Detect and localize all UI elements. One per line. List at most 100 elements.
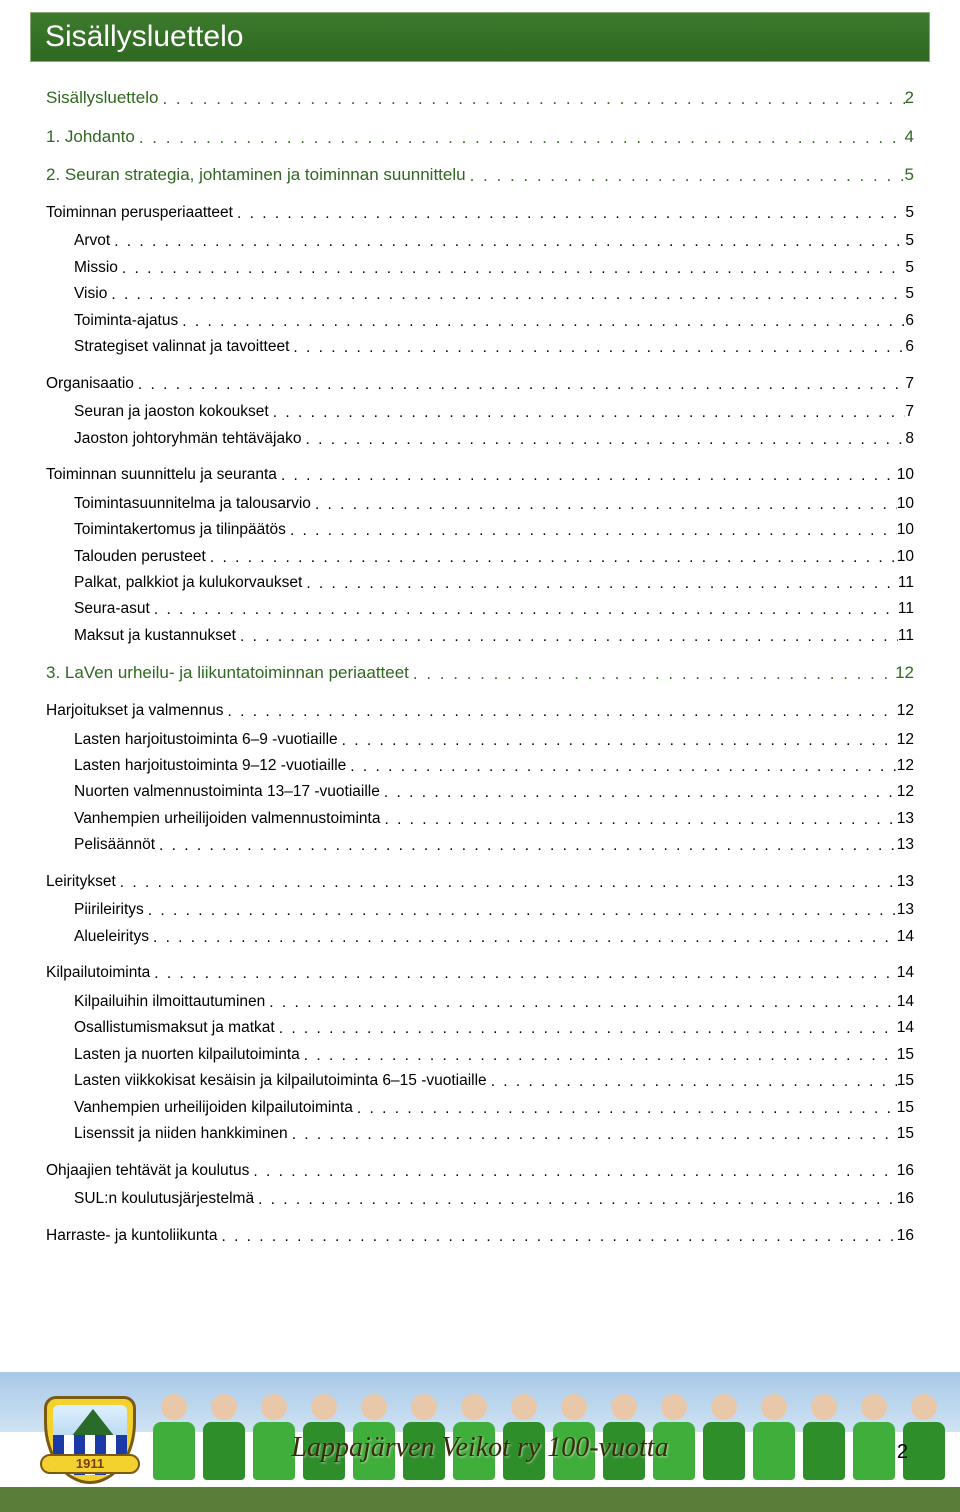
toc-entry[interactable]: Toiminnan perusperiaatteet 5 bbox=[46, 202, 914, 224]
toc-entry[interactable]: Toiminta-ajatus6 bbox=[74, 310, 914, 332]
toc-entry[interactable]: Harjoitukset ja valmennus 12 bbox=[46, 700, 914, 722]
toc-entry[interactable]: Toimintakertomus ja tilinpäätös10 bbox=[74, 519, 914, 541]
page-number: 2 bbox=[897, 1441, 908, 1464]
toc-entry[interactable]: Ohjaajien tehtävät ja koulutus16 bbox=[46, 1160, 914, 1182]
toc-label: Toiminnan perusperiaatteet bbox=[46, 202, 233, 224]
toc-label: Visio bbox=[74, 283, 107, 305]
toc-entry[interactable]: 3. LaVen urheilu- ja liikuntatoiminnan p… bbox=[46, 661, 914, 686]
toc-leader-dots bbox=[135, 126, 905, 151]
toc-page-number: 15 bbox=[897, 1097, 914, 1119]
toc-page-number: 13 bbox=[897, 899, 914, 921]
toc-label: Lasten harjoitustoiminta 9–12 -vuotiaill… bbox=[74, 755, 346, 777]
toc-label: Toiminta-ajatus bbox=[74, 310, 178, 332]
toc-entry[interactable]: Lasten harjoitustoiminta 6–9 -vuotiaille… bbox=[74, 729, 914, 751]
toc-page-number: 13 bbox=[897, 871, 914, 893]
toc-page-number: 7 bbox=[905, 401, 914, 423]
toc-entry[interactable]: Lasten viikkokisat kesäisin ja kilpailut… bbox=[74, 1070, 914, 1092]
toc-entry[interactable]: Piirileiritys 13 bbox=[74, 899, 914, 921]
toc-label: 1. Johdanto bbox=[46, 125, 135, 150]
toc-entry[interactable]: Pelisäännöt13 bbox=[74, 834, 914, 856]
toc-page-number: 14 bbox=[897, 991, 914, 1013]
toc-label: Toimintakertomus ja tilinpäätös bbox=[74, 519, 286, 541]
toc-leader-dots bbox=[311, 494, 897, 516]
toc-entry[interactable]: Harraste- ja kuntoliikunta16 bbox=[46, 1225, 914, 1247]
toc-entry[interactable]: Seuran ja jaoston kokoukset 7 bbox=[74, 401, 914, 423]
toc-leader-dots bbox=[380, 782, 897, 804]
toc-entry[interactable]: Toimintasuunnitelma ja talousarvio 10 bbox=[74, 493, 914, 515]
toc-entry[interactable]: Alueleiritys14 bbox=[74, 926, 914, 948]
toc-leader-dots bbox=[178, 311, 905, 333]
toc-page-number: 10 bbox=[897, 493, 914, 515]
toc-label: Talouden perusteet bbox=[74, 546, 206, 568]
toc-entry[interactable]: Lasten ja nuorten kilpailutoiminta15 bbox=[74, 1044, 914, 1066]
toc-label: Kilpailutoiminta bbox=[46, 962, 150, 984]
toc-entry[interactable]: Talouden perusteet10 bbox=[74, 546, 914, 568]
toc-entry[interactable]: Arvot5 bbox=[74, 230, 914, 252]
toc-page-number: 11 bbox=[898, 625, 914, 647]
toc-entry[interactable]: Vanhempien urheilijoiden kilpailutoimint… bbox=[74, 1097, 914, 1119]
toc-page-number: 5 bbox=[905, 257, 914, 279]
toc-page-number: 11 bbox=[898, 572, 914, 594]
toc-entry[interactable]: Strategiset valinnat ja tavoitteet6 bbox=[74, 336, 914, 358]
toc-leader-dots bbox=[353, 1098, 897, 1120]
toc-label: Ohjaajien tehtävät ja koulutus bbox=[46, 1160, 249, 1182]
page-title: Sisällysluettelo bbox=[45, 20, 243, 54]
toc-leader-dots bbox=[149, 927, 897, 949]
toc-leader-dots bbox=[254, 1189, 897, 1211]
toc-page-number: 16 bbox=[897, 1225, 914, 1247]
toc-label: Toimintasuunnitelma ja talousarvio bbox=[74, 493, 311, 515]
toc-entry[interactable]: Leiritykset13 bbox=[46, 871, 914, 893]
table-of-contents: Sisällysluettelo 2 1. Johdanto4 2. Seuran s… bbox=[46, 86, 914, 1247]
toc-leader-dots bbox=[288, 1124, 897, 1146]
toc-leader-dots bbox=[236, 626, 898, 648]
toc-page-number: 12 bbox=[897, 700, 914, 722]
toc-entry[interactable]: Missio5 bbox=[74, 257, 914, 279]
toc-entry[interactable]: Seura-asut11 bbox=[74, 598, 914, 620]
toc-entry[interactable]: Lisenssit ja niiden hankkiminen15 bbox=[74, 1123, 914, 1145]
toc-entry[interactable]: Sisällysluettelo 2 bbox=[46, 86, 914, 111]
toc-leader-dots bbox=[380, 809, 896, 831]
toc-label: Kilpailuihin ilmoittautuminen bbox=[74, 991, 265, 1013]
toc-leader-dots bbox=[300, 1045, 897, 1067]
toc-label: Harjoitukset ja valmennus bbox=[46, 700, 223, 722]
toc-leader-dots bbox=[150, 599, 898, 621]
toc-entry[interactable]: SUL:n koulutusjärjestelmä16 bbox=[74, 1188, 914, 1210]
toc-entry[interactable]: Kilpailuihin ilmoittautuminen 14 bbox=[74, 991, 914, 1013]
toc-leader-dots bbox=[275, 1018, 897, 1040]
toc-label: Vanhempien urheilijoiden kilpailutoimint… bbox=[74, 1097, 353, 1119]
toc-label: Piirileiritys bbox=[74, 899, 144, 921]
toc-page-number: 5 bbox=[905, 283, 914, 305]
toc-entry[interactable]: Vanhempien urheilijoiden valmennustoimin… bbox=[74, 808, 914, 830]
toc-entry[interactable]: 2. Seuran strategia, johtaminen ja toimi… bbox=[46, 163, 914, 188]
toc-page-number: 13 bbox=[897, 834, 914, 856]
toc-page-number: 6 bbox=[905, 336, 914, 358]
toc-leader-dots bbox=[118, 258, 905, 280]
toc-page-number: 14 bbox=[897, 1017, 914, 1039]
toc-page-number: 2 bbox=[905, 86, 914, 111]
toc-entry[interactable]: Osallistumismaksut ja matkat14 bbox=[74, 1017, 914, 1039]
toc-entry[interactable]: Toiminnan suunnittelu ja seuranta10 bbox=[46, 464, 914, 486]
toc-page-number: 8 bbox=[905, 428, 914, 450]
toc-entry[interactable]: Maksut ja kustannukset11 bbox=[74, 625, 914, 647]
toc-entry[interactable]: Palkat, palkkiot ja kulukorvaukset11 bbox=[74, 572, 914, 594]
toc-page-number: 12 bbox=[897, 781, 914, 803]
toc-label: Nuorten valmennustoiminta 13–17 -vuotiai… bbox=[74, 781, 380, 803]
toc-page-number: 13 bbox=[897, 808, 914, 830]
toc-entry[interactable]: Lasten harjoitustoiminta 9–12 -vuotiaill… bbox=[74, 755, 914, 777]
toc-entry[interactable]: Visio 5 bbox=[74, 283, 914, 305]
toc-label: Sisällysluettelo bbox=[46, 86, 158, 111]
toc-entry[interactable]: Kilpailutoiminta14 bbox=[46, 962, 914, 984]
toc-page-number: 7 bbox=[905, 373, 914, 395]
toc-label: Seuran ja jaoston kokoukset bbox=[74, 401, 269, 423]
toc-entry[interactable]: 1. Johdanto4 bbox=[46, 125, 914, 150]
document-page: Sisällysluettelo Sisällysluettelo 2 1. Joh… bbox=[0, 12, 960, 1512]
toc-leader-dots bbox=[158, 87, 904, 112]
toc-leader-dots bbox=[301, 429, 905, 451]
toc-page-number: 5 bbox=[905, 202, 914, 224]
toc-leader-dots bbox=[277, 465, 897, 487]
toc-entry[interactable]: Jaoston johtoryhmän tehtäväjako8 bbox=[74, 428, 914, 450]
toc-label: Arvot bbox=[74, 230, 110, 252]
title-bar: Sisällysluettelo bbox=[30, 12, 930, 62]
toc-entry[interactable]: Nuorten valmennustoiminta 13–17 -vuotiai… bbox=[74, 781, 914, 803]
toc-entry[interactable]: Organisaatio7 bbox=[46, 373, 914, 395]
